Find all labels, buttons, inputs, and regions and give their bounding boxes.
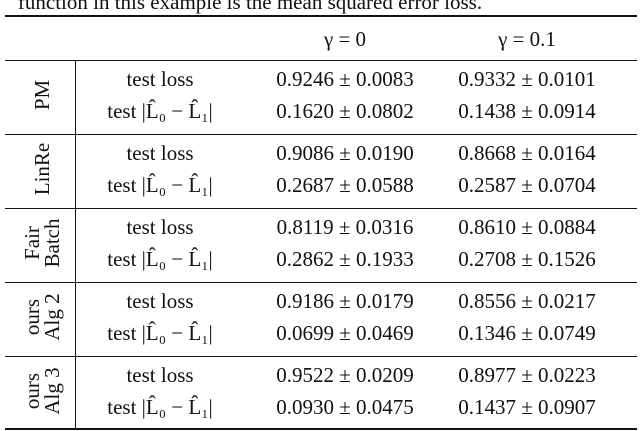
group-rule <box>5 134 637 135</box>
cell-value: 0.0699 ± 0.0469 <box>276 321 414 345</box>
metric-label: test loss <box>126 141 194 165</box>
cell-value: 0.2708 ± 0.1526 <box>458 247 596 271</box>
bottom-rule <box>5 428 637 430</box>
cell-value: 0.1437 ± 0.0907 <box>458 395 596 419</box>
group-label-line: ours <box>20 372 44 410</box>
cell-value: 0.9246 ± 0.0083 <box>276 67 414 91</box>
group-rule <box>5 208 637 209</box>
group-label-line: Fair <box>20 226 44 260</box>
cell-value: 0.8610 ± 0.0884 <box>458 215 596 239</box>
group-rule <box>5 282 637 283</box>
top-rule <box>5 15 637 17</box>
group-rule <box>5 356 637 357</box>
group-label: ours Alg 3 <box>20 367 64 415</box>
metric-label: test |L̂₀ − L̂₁| <box>107 99 213 123</box>
vertical-rule <box>75 61 76 428</box>
cell-value: 0.8119 ± 0.0316 <box>276 215 414 239</box>
cell-value: 0.8556 ± 0.0217 <box>458 289 596 313</box>
group-label: Fair Batch <box>20 218 64 268</box>
column-header: γ = 0.1 <box>498 27 556 51</box>
metric-label: test loss <box>126 289 194 313</box>
group-label: PM <box>30 79 54 111</box>
metric-label: test loss <box>126 67 194 91</box>
cell-value: 0.2862 ± 0.1933 <box>276 247 414 271</box>
cell-value: 0.9186 ± 0.0179 <box>276 289 414 313</box>
metric-label: test |L̂₀ − L̂₁| <box>107 321 213 345</box>
cell-value: 0.2587 ± 0.0704 <box>458 173 596 197</box>
group-label-line: Alg 2 <box>40 293 64 341</box>
column-header: γ = 0 <box>323 27 367 51</box>
cell-value: 0.1620 ± 0.0802 <box>276 99 414 123</box>
metric-label: test |L̂₀ − L̂₁| <box>107 247 213 271</box>
cell-value: 0.1346 ± 0.0749 <box>458 321 596 345</box>
cell-value: 0.2687 ± 0.0588 <box>276 173 414 197</box>
metric-label: test |L̂₀ − L̂₁| <box>107 395 213 419</box>
header-rule <box>5 60 637 61</box>
cell-value: 0.9086 ± 0.0190 <box>276 141 414 165</box>
metric-label: test loss <box>126 363 194 387</box>
cell-value: 0.8668 ± 0.0164 <box>458 141 596 165</box>
group-label-line: LinRe <box>30 142 54 196</box>
metric-label: test loss <box>126 215 194 239</box>
metric-label: test |L̂₀ − L̂₁| <box>107 173 213 197</box>
cell-value: 0.9332 ± 0.0101 <box>458 67 596 91</box>
group-label-line: PM <box>30 79 54 111</box>
group-label-line: Batch <box>40 218 64 268</box>
cell-value: 0.8977 ± 0.0223 <box>458 363 596 387</box>
group-label-line: ours <box>20 298 44 336</box>
group-label: ours Alg 2 <box>20 293 64 341</box>
group-label: LinRe <box>30 142 54 196</box>
cell-value: 0.1438 ± 0.0914 <box>458 99 596 123</box>
cell-value: 0.9522 ± 0.0209 <box>276 363 414 387</box>
group-label-line: Alg 3 <box>40 367 64 415</box>
caption-fragment: function in this example is the mean squ… <box>17 0 483 14</box>
cell-value: 0.0930 ± 0.0475 <box>276 395 414 419</box>
